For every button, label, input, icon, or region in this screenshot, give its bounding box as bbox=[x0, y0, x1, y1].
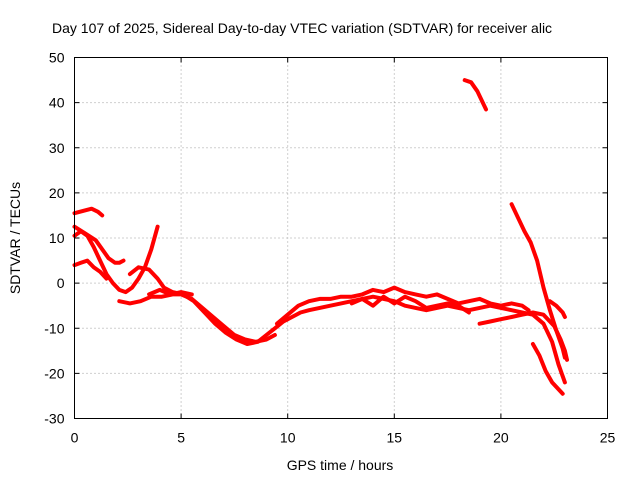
y-tick-label: 50 bbox=[49, 50, 65, 66]
series-track-m bbox=[547, 299, 567, 319]
y-tick-label: 10 bbox=[49, 230, 65, 246]
y-axis-label: SDTVAR / TECUs bbox=[7, 182, 23, 294]
chart-title: Day 107 of 2025, Sidereal Day-to-day VTE… bbox=[52, 20, 552, 36]
y-tick-label: -10 bbox=[44, 320, 64, 336]
series-track-g bbox=[147, 287, 194, 297]
series-track-e bbox=[117, 292, 277, 344]
x-tick-label: 25 bbox=[600, 430, 616, 446]
x-tick-label: 10 bbox=[280, 430, 296, 446]
series-track-k bbox=[509, 202, 567, 360]
x-tick-label: 5 bbox=[177, 430, 185, 446]
series-track-i bbox=[349, 294, 471, 315]
series-track-d bbox=[72, 258, 109, 281]
grid bbox=[74, 57, 608, 419]
x-tick-label: 20 bbox=[493, 430, 509, 446]
y-tick-label: 30 bbox=[49, 140, 65, 156]
y-tick-label: -30 bbox=[44, 411, 64, 427]
y-tick-label: 40 bbox=[49, 95, 65, 111]
axes: 0 5 10 15 20 25 50 40 30 20 10 0 -10 -20 -30 bbox=[44, 50, 615, 446]
data-series bbox=[72, 78, 569, 396]
series-track-l bbox=[530, 342, 565, 396]
series-track-h bbox=[275, 285, 531, 326]
y-tick-label: 20 bbox=[49, 185, 65, 201]
x-tick-label: 15 bbox=[387, 430, 403, 446]
x-tick-label: 0 bbox=[71, 430, 79, 446]
series-track-f bbox=[127, 265, 567, 385]
series-track-a bbox=[72, 206, 105, 218]
y-tick-label: -20 bbox=[44, 365, 64, 381]
y-tick-label: 0 bbox=[57, 275, 65, 291]
series-track-n bbox=[462, 78, 488, 112]
x-axis-label: GPS time / hours bbox=[287, 457, 394, 473]
